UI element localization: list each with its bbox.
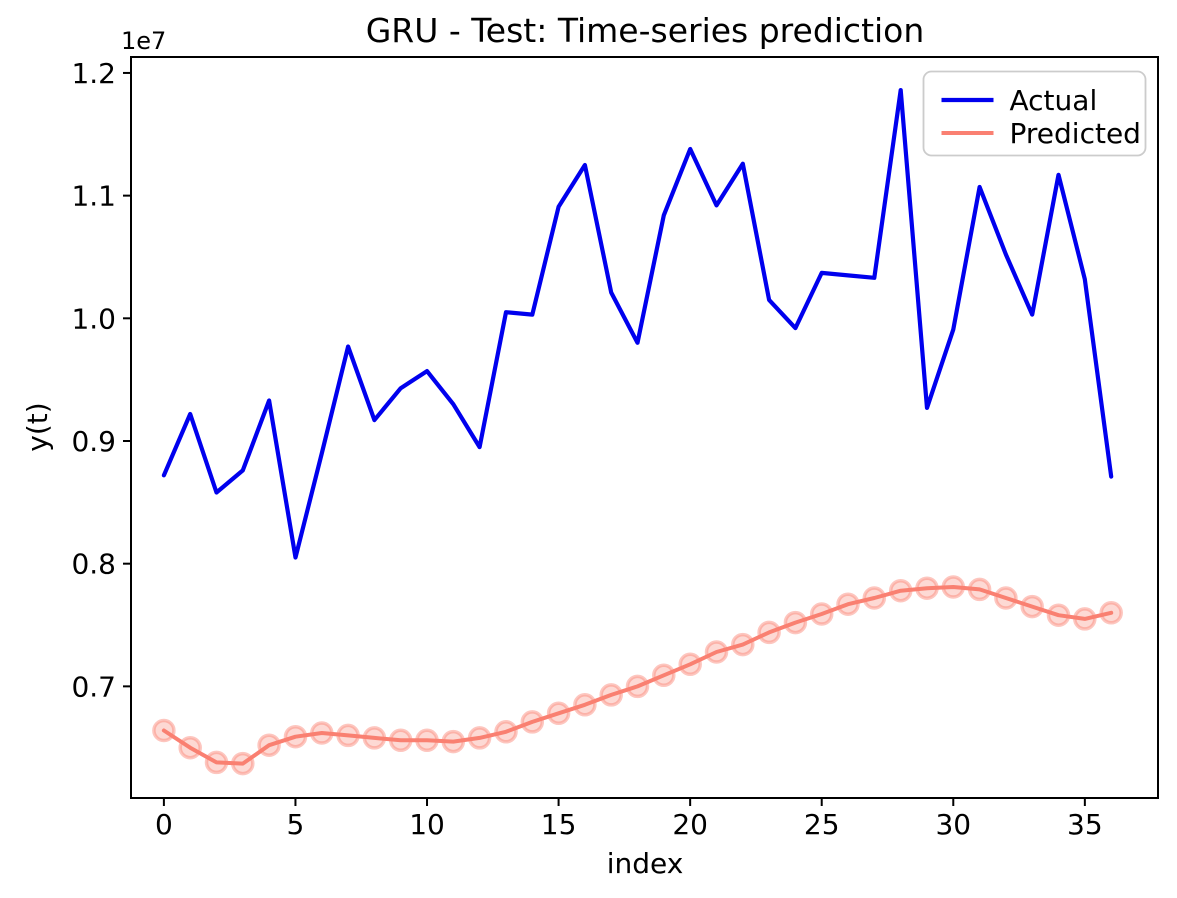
x-axis-tick-label: 35: [1067, 808, 1103, 841]
plot-area: 0 5 10 15 20 25 30 35 0.7 0.8 0.9 1.0 1.1 1.2 ActualPr…: [71, 56, 1159, 841]
predicted-marker: [204, 750, 229, 775]
predicted-marker: [441, 729, 466, 754]
predicted-marker: [1046, 603, 1071, 627]
x-axis-tick-label: 30: [935, 808, 971, 841]
y-axis-tick-label: 1.0: [71, 302, 116, 335]
predicted-marker: [888, 578, 913, 603]
predicted-marker: [178, 735, 202, 760]
predicted-marker: [1099, 601, 1123, 625]
predicted-marker: [941, 575, 966, 599]
predicted-marker: [678, 652, 702, 677]
predicted-marker: [257, 733, 281, 757]
predicted-marker: [283, 724, 308, 749]
actual-line: [161, 87, 1114, 560]
x-axis-tick-label: 20: [672, 808, 708, 841]
y-axis-tick-label: 0.9: [71, 425, 116, 458]
chart-title: GRU - Test: Time-series prediction: [366, 11, 925, 50]
x-axis-tick-label: 25: [804, 808, 840, 841]
predicted-marker: [731, 632, 755, 657]
predicted-marker: [652, 663, 676, 688]
predicted-marker: [599, 683, 623, 707]
predicted-marker: [1073, 607, 1097, 631]
legend-label-predicted: Predicted: [1010, 117, 1141, 150]
y-axis-offset-label: 1e7: [121, 27, 166, 55]
predicted-marker: [862, 586, 887, 610]
predicted-marker: [994, 586, 1018, 610]
predicted-marker: [573, 693, 597, 717]
predicted-marker: [362, 726, 387, 750]
predicted-marker: [967, 577, 992, 602]
predicted-marker: [757, 620, 781, 645]
y-axis-label: y(t): [21, 402, 54, 451]
predicted-marker: [704, 640, 729, 664]
predicted-marker: [310, 721, 334, 745]
predicted-marker: [336, 723, 360, 748]
predicted-line: [161, 585, 1114, 766]
predicted-marker: [915, 576, 939, 600]
y-axis-tick-label: 0.7: [71, 670, 116, 703]
predicted-marker: [1020, 594, 1044, 619]
predicted-marker: [625, 674, 650, 699]
predicted-marker: [388, 728, 413, 753]
y-axis-tick-label: 1.1: [71, 180, 116, 213]
predicted-marker: [836, 592, 860, 616]
x-axis-tick-label: 5: [287, 808, 305, 841]
x-axis-tick-label: 0: [155, 808, 173, 841]
predicted-marker: [520, 710, 545, 734]
predicted-marker: [809, 602, 834, 626]
y-axis-tick-label: 0.8: [71, 548, 116, 581]
predicted-marker: [231, 751, 255, 776]
predicted-marker: [415, 728, 439, 753]
x-axis-tick-label: 15: [541, 808, 577, 841]
predicted-marker: [783, 610, 808, 635]
predicted-marker: [546, 701, 571, 726]
predicted-marker: [494, 720, 518, 744]
plot-border: [130, 56, 1159, 799]
x-axis-label: index: [607, 847, 684, 880]
y-axis-tick-label: 1.2: [71, 57, 116, 90]
x-axis-tick-label: 10: [409, 808, 445, 841]
predicted-marker: [467, 726, 492, 750]
predicted-marker: [152, 718, 176, 743]
legend-label-actual: Actual: [1010, 84, 1098, 117]
